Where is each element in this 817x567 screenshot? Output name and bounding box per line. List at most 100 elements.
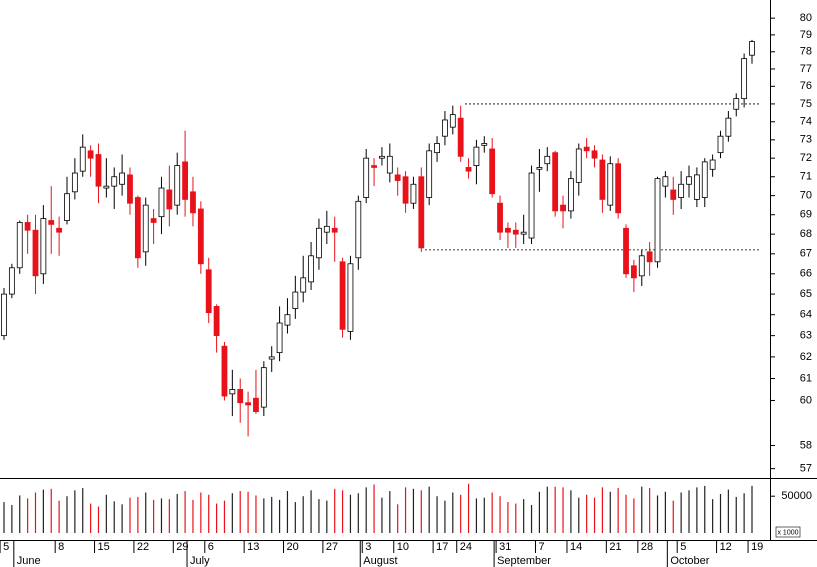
x-tick-label: 14 (570, 541, 582, 553)
candle-body (119, 172, 126, 185)
candle-body (497, 202, 503, 233)
candle-body (1, 293, 7, 337)
candle-body (449, 114, 456, 128)
candle-body (630, 265, 637, 279)
y-tick-label: 63 (800, 330, 812, 342)
candle-body (457, 117, 464, 157)
candle-body (190, 191, 196, 214)
y-tick-label: 71 (800, 171, 812, 183)
x-tick-label: 27 (326, 541, 338, 553)
candle-body (583, 146, 590, 152)
candle-body (544, 155, 551, 165)
candle-body (615, 163, 622, 214)
x-tick-label: 28 (641, 541, 653, 553)
candle-body (8, 267, 15, 295)
candle-body (323, 225, 330, 233)
candle-body (174, 165, 181, 206)
x-tick-label: 15 (98, 541, 110, 553)
candle-body (536, 167, 543, 170)
y-tick-label: 78 (800, 46, 812, 58)
x-tick-label: 6 (208, 541, 214, 553)
y-tick-label: 74 (800, 116, 812, 128)
candle-body (134, 197, 141, 259)
month-label: July (190, 555, 210, 567)
candle-body (591, 150, 598, 159)
candle-body (489, 148, 496, 195)
y-tick-label: 80 (800, 12, 812, 24)
y-tick-label: 76 (800, 80, 812, 92)
candle-body (276, 322, 283, 354)
y-tick-label: 73 (800, 134, 812, 146)
candle-body (717, 135, 724, 154)
candle-body (229, 389, 236, 395)
x-tick-label: 24 (460, 541, 472, 553)
x-tick-label: 29 (176, 541, 188, 553)
y-tick-label: 61 (800, 372, 812, 384)
candle-body (410, 183, 417, 204)
candle-body (316, 227, 322, 259)
candle-body (56, 227, 63, 233)
month-label: October (670, 555, 709, 567)
candle-body (166, 189, 173, 210)
candle-body (253, 397, 259, 412)
x-tick-label: 5 (680, 541, 686, 553)
candle-body (465, 167, 472, 172)
y-tick-label: 64 (800, 309, 812, 321)
volume-unit: x 1000 (777, 529, 798, 536)
candle-body (308, 255, 314, 283)
candle-body (268, 356, 275, 360)
candle-body (402, 176, 409, 204)
candle-body (733, 98, 740, 110)
candle-body (347, 263, 354, 332)
candle-body (693, 174, 700, 200)
candle-body (331, 227, 338, 233)
candle-body (646, 251, 653, 263)
candle-body (662, 176, 669, 187)
x-tick-label: 7 (538, 541, 544, 553)
y-tick-label: 58 (800, 439, 812, 451)
x-tick-label: 8 (58, 541, 64, 553)
candle-body (127, 174, 133, 204)
candle-body (528, 172, 535, 239)
y-tick-label: 70 (800, 190, 812, 202)
candle-body (568, 178, 574, 212)
candle-body (79, 146, 86, 172)
candle-body (552, 152, 559, 212)
y-tick-label: 79 (800, 29, 812, 41)
candle-body (426, 150, 433, 198)
candle-body (40, 218, 47, 275)
candle-body (48, 220, 55, 225)
candle-body (505, 227, 511, 233)
x-tick-label: 17 (436, 541, 448, 553)
candle-body (158, 187, 165, 218)
candle-body (32, 229, 39, 277)
candle-body (709, 159, 716, 170)
y-tick-label: 62 (800, 351, 812, 363)
candle-body (678, 183, 685, 198)
candle-body (686, 176, 692, 185)
y-tick-label: 75 (800, 98, 812, 110)
x-tick-label: 21 (609, 541, 621, 553)
y-tick-label: 72 (800, 152, 812, 164)
x-tick-label: 22 (137, 541, 149, 553)
x-tick-label: 5 (3, 541, 9, 553)
candle-body (300, 277, 307, 293)
candle-body (16, 222, 23, 269)
volume-unit-box (775, 526, 801, 538)
x-tick-label: 19 (751, 541, 763, 553)
y-tick-label: 66 (800, 268, 812, 280)
candle-body (237, 389, 244, 404)
candle-body (221, 345, 228, 397)
candle-body (442, 119, 448, 137)
candle-body (560, 204, 566, 212)
candle-body (512, 229, 519, 235)
candle-body (520, 231, 527, 235)
month-label: June (17, 555, 41, 567)
x-tick-label: 12 (720, 541, 732, 553)
candle-body (386, 155, 393, 174)
candle-body (599, 159, 606, 200)
candle-body (725, 117, 732, 137)
candle-body (355, 200, 362, 259)
candle-body (213, 306, 220, 337)
